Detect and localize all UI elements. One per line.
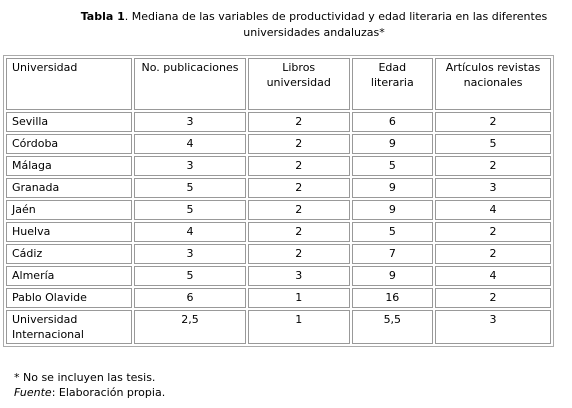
table-cell: 2 — [247, 156, 350, 176]
source-label: Fuente — [14, 386, 52, 399]
footnote: * No se incluyen las tesis. — [14, 371, 156, 384]
table-body: Universidad No. publicaciones Libros unive… — [6, 58, 551, 344]
table-cell: 5,5 — [351, 310, 434, 344]
table-cell: Málaga — [6, 156, 133, 176]
table-row: Pablo Olavide 6 1 16 2 — [6, 288, 551, 308]
table-row: Jaén 5 2 9 4 — [6, 200, 551, 220]
table-cell: 2 — [247, 112, 350, 132]
table-cell: Córdoba — [6, 134, 133, 154]
table-cell: 2 — [247, 134, 350, 154]
source: Fuente: Elaboración propia. — [14, 385, 165, 400]
table-cell: Granada — [6, 178, 133, 198]
table-cell: 7 — [351, 244, 434, 264]
header-cell: No. publicaciones — [134, 58, 246, 110]
table-cell: 2 — [247, 178, 350, 198]
table-row: Granada 5 2 9 3 — [6, 178, 551, 198]
table-cell: 2 — [435, 222, 551, 242]
header-cell: Libros universidad — [247, 58, 350, 110]
data-table: Universidad No. publicaciones Libros unive… — [3, 55, 554, 347]
table-cell: 5 — [435, 134, 551, 154]
table-cell: 5 — [351, 222, 434, 242]
table-cell: 2 — [435, 156, 551, 176]
table-cell: 3 — [435, 178, 551, 198]
table-cell: 3 — [134, 112, 246, 132]
table-cell: 2 — [247, 222, 350, 242]
table-cell: Sevilla — [6, 112, 133, 132]
table-cell: 4 — [134, 134, 246, 154]
table-row: Universidad Internacional 2,5 1 5,5 3 — [6, 310, 551, 344]
footnotes: * No se incluyen las tesis. Fuente: Elab… — [14, 370, 165, 400]
table-row: Huelva 4 2 5 2 — [6, 222, 551, 242]
table-cell: 6 — [351, 112, 434, 132]
table-cell: 2 — [435, 288, 551, 308]
table-cell: 3 — [134, 244, 246, 264]
caption-label: Tabla 1 — [80, 10, 125, 23]
table-row: Málaga 3 2 5 2 — [6, 156, 551, 176]
table-cell: Pablo Olavide — [6, 288, 133, 308]
header-row: Universidad No. publicaciones Libros unive… — [6, 58, 551, 110]
table-cell: 3 — [435, 310, 551, 344]
table-cell: 9 — [351, 266, 434, 286]
header-cell: Edad literaria — [351, 58, 434, 110]
table-cell: Cádiz — [6, 244, 133, 264]
table-cell: 2 — [247, 244, 350, 264]
table-cell: 3 — [134, 156, 246, 176]
table-row: Almería 5 3 9 4 — [6, 266, 551, 286]
table-cell: 4 — [134, 222, 246, 242]
caption-text: . Mediana de las variables de productivi… — [124, 10, 548, 39]
table-cell: 3 — [247, 266, 350, 286]
table-cell: 6 — [134, 288, 246, 308]
table-cell: 2 — [435, 112, 551, 132]
table-cell: 9 — [351, 134, 434, 154]
table-cell: 4 — [435, 200, 551, 220]
table-cell: 1 — [247, 288, 350, 308]
header-cell: Universidad — [6, 58, 133, 110]
table-cell: 2,5 — [134, 310, 246, 344]
table-cell: 16 — [351, 288, 434, 308]
table-cell: 5 — [134, 178, 246, 198]
table-cell: 5 — [134, 266, 246, 286]
table-cell: Almería — [6, 266, 133, 286]
table-cell: 5 — [134, 200, 246, 220]
table-cell: 2 — [435, 244, 551, 264]
table-cell: 9 — [351, 200, 434, 220]
table-cell: 1 — [247, 310, 350, 344]
header-cell: Artículos revistas nacionales — [435, 58, 551, 110]
table-cell: 9 — [351, 178, 434, 198]
table-cell: 2 — [247, 200, 350, 220]
table-cell: 4 — [435, 266, 551, 286]
table-row: Sevilla 3 2 6 2 — [6, 112, 551, 132]
table-caption: Tabla 1. Mediana de las variables de pro… — [60, 9, 568, 41]
table-cell: Jaén — [6, 200, 133, 220]
table-cell: Huelva — [6, 222, 133, 242]
table-row: Córdoba 4 2 9 5 — [6, 134, 551, 154]
source-text: : Elaboración propia. — [51, 386, 166, 399]
table-row: Cádiz 3 2 7 2 — [6, 244, 551, 264]
table-cell: 5 — [351, 156, 434, 176]
table-cell: Universidad Internacional — [6, 310, 133, 344]
